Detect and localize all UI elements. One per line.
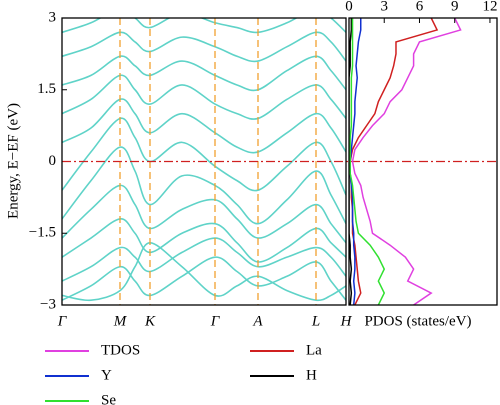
legend-label: H <box>306 367 317 383</box>
band <box>62 74 346 120</box>
dos-line <box>349 18 386 305</box>
dos-line <box>349 18 353 305</box>
plot-area <box>62 18 346 302</box>
band <box>62 18 346 34</box>
axes-frame <box>61 17 347 306</box>
band <box>62 31 346 63</box>
legend-label: Se <box>101 392 116 405</box>
y-tick-label: 1.5 <box>37 81 56 97</box>
x-tick-label: 3 <box>380 0 388 14</box>
y-tick-label: −1.5 <box>29 225 56 241</box>
y-tick-label: −3 <box>40 296 56 312</box>
legend-label: TDOS <box>101 342 140 358</box>
x-tick-label: M <box>113 313 128 329</box>
band <box>62 55 346 92</box>
x-tick-label: 0 <box>345 0 353 14</box>
x-axis-label: PDOS (states/eV) <box>364 313 471 329</box>
band <box>62 256 346 301</box>
plot-area <box>349 18 462 305</box>
x-tick-label: K <box>144 313 156 329</box>
x-tick-label: H <box>340 313 353 329</box>
x-tick-label: 6 <box>416 0 424 14</box>
y-tick-label: 3 <box>49 9 57 25</box>
band <box>62 117 346 196</box>
x-tick-label: A <box>252 313 263 329</box>
legend-label: Y <box>101 367 112 383</box>
band <box>62 98 346 154</box>
y-tick-label: 0 <box>49 153 57 169</box>
x-tick-label: 9 <box>451 0 459 14</box>
y-axis-label: Energy, E−EF (eV) <box>5 103 21 219</box>
x-tick-label: 12 <box>482 0 497 14</box>
x-tick-label: Γ <box>57 313 68 329</box>
axes-frame <box>348 17 498 306</box>
band <box>62 237 346 282</box>
x-tick-label: Γ <box>210 313 221 329</box>
x-tick-label: L <box>311 313 320 329</box>
dos-line <box>351 18 462 305</box>
legend-label: La <box>306 342 322 358</box>
band <box>62 184 346 244</box>
